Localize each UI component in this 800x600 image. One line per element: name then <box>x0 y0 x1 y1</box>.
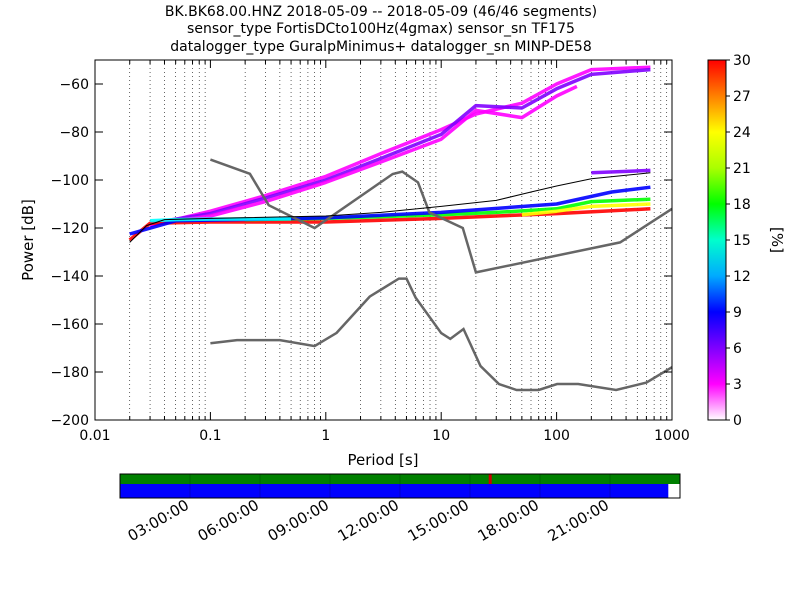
x-axis-label: Period [s] <box>347 451 418 469</box>
colorbar-tick-label: 24 <box>733 125 751 141</box>
title-line-3: datalogger_type GuralpMinimus+ datalogge… <box>170 39 591 55</box>
colorbar-tick-label: 12 <box>733 269 751 285</box>
density-band-band-h <box>521 202 651 217</box>
colorbar-tick-label: 15 <box>733 233 751 249</box>
y-tick-label: −200 <box>51 413 89 429</box>
colorbar: 0 3 6 9 12 15 18 21 24 27 30 [%] <box>707 53 786 429</box>
y-axis-ticks: −200 −180 −160 −140 −120 −100 −80 −60 <box>51 77 672 429</box>
colorbar-tick-label: 6 <box>733 341 742 357</box>
time-tick-label: 18:00:00 <box>475 496 542 545</box>
y-tick-label: −140 <box>51 269 89 285</box>
x-tick-label: 1 <box>321 428 330 444</box>
colorbar-label: [%] <box>768 227 786 253</box>
y-axis-label: Power [dB] <box>19 199 37 281</box>
time-tick-label: 06:00:00 <box>195 496 262 545</box>
colorbar-tick-label: 21 <box>733 161 751 177</box>
y-tick-label: −60 <box>59 77 89 93</box>
plot-grid <box>129 60 668 420</box>
y-tick-label: −100 <box>51 173 89 189</box>
colorbar-tick-label: 3 <box>733 377 742 393</box>
density-band-band-b <box>149 67 651 225</box>
coverage-gap-marker <box>488 474 492 484</box>
colorbar-tick-label: 9 <box>733 305 742 321</box>
colorbar-gradient <box>707 59 727 421</box>
psd-reference-lines <box>129 158 673 392</box>
x-axis-ticks: 0.01 0.1 1 10 100 1000 <box>79 60 690 444</box>
plot-frame <box>94 59 673 421</box>
x-tick-label: 0.01 <box>79 428 110 444</box>
x-tick-label: 100 <box>543 428 570 444</box>
y-tick-label: −80 <box>59 125 89 141</box>
time-tick-label: 21:00:00 <box>545 496 612 545</box>
series-line-mean <box>129 172 651 243</box>
coverage-top-bar <box>120 474 680 484</box>
density-band-band-i <box>591 168 651 175</box>
coverage-bottom-bar <box>120 484 669 498</box>
coverage-frame <box>119 473 681 499</box>
x-tick-label: 10 <box>432 428 450 444</box>
series-line-nhnm <box>209 158 673 274</box>
y-tick-label: −180 <box>51 365 89 381</box>
x-tick-label: 1000 <box>654 428 690 444</box>
title-line-1: BK.BK68.00.HNZ 2018-05-09 -- 2018-05-09 … <box>165 4 597 20</box>
series-line-nlnm <box>210 277 673 392</box>
time-tick-label: 03:00:00 <box>125 496 192 545</box>
time-tick-label: 12:00:00 <box>335 496 402 545</box>
x-tick-label: 0.1 <box>199 428 221 444</box>
colorbar-tick-label: 0 <box>733 413 742 429</box>
data-coverage-bar: 03:00:00 06:00:00 09:00:00 12:00:00 15:00:00… <box>119 473 681 545</box>
colorbar-tick-label: 18 <box>733 197 751 213</box>
psd-plot-area: 0.01 0.1 1 10 100 1000 −200 −180 −160 −140 −120 −1… <box>19 59 690 469</box>
plot-background <box>95 60 672 420</box>
colorbar-tick-label: 30 <box>733 53 751 69</box>
chart-title: BK.BK68.00.HNZ 2018-05-09 -- 2018-05-09 … <box>165 4 597 55</box>
y-tick-label: −120 <box>51 221 89 237</box>
time-tick-label: 15:00:00 <box>405 496 472 545</box>
title-line-2: sensor_type FortisDCto100Hz(4gmax) senso… <box>187 21 575 37</box>
density-band-band-a <box>149 65 651 228</box>
time-tick-label: 09:00:00 <box>265 496 332 545</box>
colorbar-tick-label: 27 <box>733 89 751 105</box>
psd-density-bands <box>128 65 651 242</box>
colorbar-ticks: 0 3 6 9 12 15 18 21 24 27 30 <box>726 53 751 429</box>
y-tick-label: −160 <box>51 317 89 333</box>
density-band-band-c <box>149 84 578 227</box>
